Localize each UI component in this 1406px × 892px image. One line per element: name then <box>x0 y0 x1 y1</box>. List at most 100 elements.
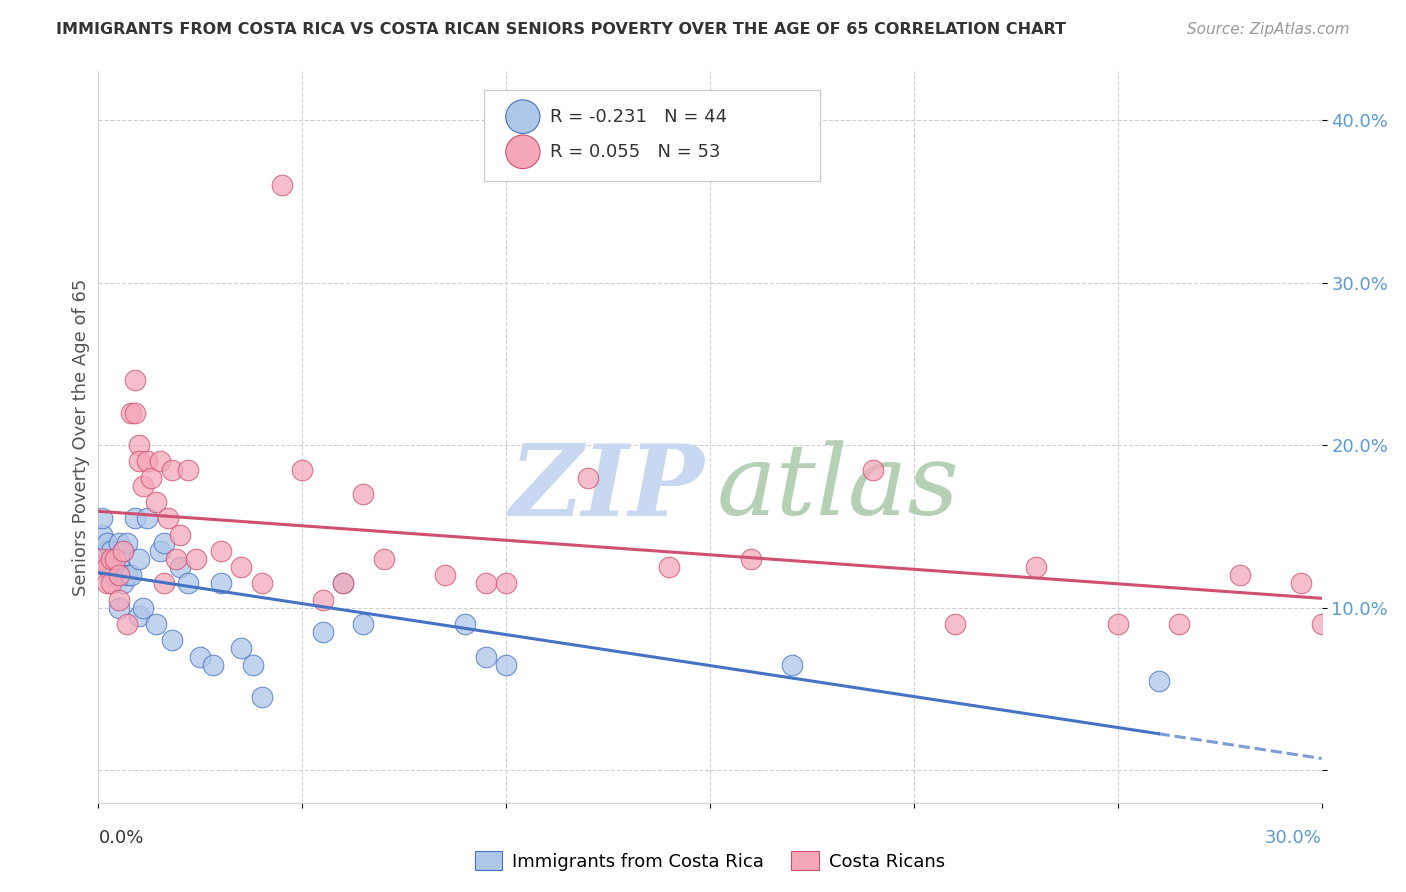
Point <box>96 560 118 574</box>
Point <box>658 560 681 574</box>
Point <box>120 568 142 582</box>
Point <box>332 576 354 591</box>
Point <box>1351 576 1374 591</box>
Point <box>209 544 232 558</box>
Point <box>780 657 803 672</box>
Point <box>149 454 172 468</box>
Point <box>104 568 127 582</box>
Point <box>128 454 150 468</box>
Point <box>108 600 131 615</box>
Point <box>91 527 114 541</box>
Ellipse shape <box>506 135 540 169</box>
Point <box>152 576 174 591</box>
Point <box>474 576 498 591</box>
Point <box>111 544 134 558</box>
Y-axis label: Seniors Poverty Over the Age of 65: Seniors Poverty Over the Age of 65 <box>72 278 90 596</box>
Point <box>108 568 131 582</box>
Text: ZIP: ZIP <box>509 440 704 536</box>
Point <box>100 576 122 591</box>
Point <box>100 568 122 582</box>
Point <box>1167 617 1189 632</box>
Point <box>495 576 517 591</box>
Point <box>201 657 224 672</box>
Point <box>576 471 599 485</box>
Point <box>186 552 208 566</box>
Point <box>91 511 114 525</box>
Point <box>1147 673 1170 688</box>
Point <box>141 471 163 485</box>
Point <box>96 560 118 574</box>
Point <box>136 511 159 525</box>
Point <box>111 576 134 591</box>
Text: 30.0%: 30.0% <box>1265 829 1322 847</box>
Point <box>128 438 150 452</box>
Point <box>291 462 314 476</box>
Point <box>132 600 155 615</box>
Point <box>177 462 200 476</box>
Point <box>104 552 127 566</box>
Point <box>160 462 183 476</box>
Point <box>332 576 354 591</box>
Point <box>1025 560 1047 574</box>
Point <box>177 576 200 591</box>
Point <box>100 552 122 566</box>
Point <box>136 454 159 468</box>
Point <box>108 535 131 549</box>
Point <box>115 617 138 632</box>
Text: atlas: atlas <box>716 441 959 536</box>
Point <box>434 568 457 582</box>
Point <box>115 568 138 582</box>
Point <box>124 373 146 387</box>
Text: Source: ZipAtlas.com: Source: ZipAtlas.com <box>1187 22 1350 37</box>
Point <box>188 649 212 664</box>
Point <box>160 633 183 648</box>
Point <box>270 178 294 193</box>
Point <box>149 544 172 558</box>
Point <box>96 535 118 549</box>
Point <box>124 406 146 420</box>
Point <box>96 576 118 591</box>
Point <box>96 544 118 558</box>
Point <box>352 487 374 501</box>
Point <box>231 560 253 574</box>
Point <box>111 544 134 558</box>
Point <box>132 479 155 493</box>
Point <box>1107 617 1129 632</box>
Text: 0.0%: 0.0% <box>98 829 143 847</box>
Point <box>1372 617 1395 632</box>
Point <box>312 625 335 640</box>
Point <box>231 641 253 656</box>
Point <box>250 576 273 591</box>
Point <box>165 552 187 566</box>
Point <box>454 617 477 632</box>
Point <box>100 544 122 558</box>
Point <box>495 657 517 672</box>
Point <box>100 552 122 566</box>
Point <box>128 552 150 566</box>
Point <box>120 406 142 420</box>
Point <box>1310 617 1333 632</box>
Point <box>352 617 374 632</box>
Point <box>209 576 232 591</box>
Point <box>1291 576 1313 591</box>
Legend: Immigrants from Costa Rica, Costa Ricans: Immigrants from Costa Rica, Costa Ricans <box>467 844 953 878</box>
Text: R = 0.055   N = 53: R = 0.055 N = 53 <box>550 143 720 161</box>
FancyBboxPatch shape <box>484 90 820 181</box>
Point <box>1229 568 1251 582</box>
Point <box>242 657 264 672</box>
Point <box>169 560 191 574</box>
Point <box>156 511 179 525</box>
Point <box>104 552 127 566</box>
Point <box>312 592 335 607</box>
Text: R = -0.231   N = 44: R = -0.231 N = 44 <box>550 108 727 126</box>
Point <box>108 560 131 574</box>
Point <box>145 617 167 632</box>
Point <box>474 649 498 664</box>
Point <box>108 592 131 607</box>
Text: IMMIGRANTS FROM COSTA RICA VS COSTA RICAN SENIORS POVERTY OVER THE AGE OF 65 COR: IMMIGRANTS FROM COSTA RICA VS COSTA RICA… <box>56 22 1066 37</box>
Point <box>100 560 122 574</box>
Point <box>862 462 884 476</box>
Point <box>124 511 146 525</box>
Point <box>169 527 191 541</box>
Point <box>145 495 167 509</box>
